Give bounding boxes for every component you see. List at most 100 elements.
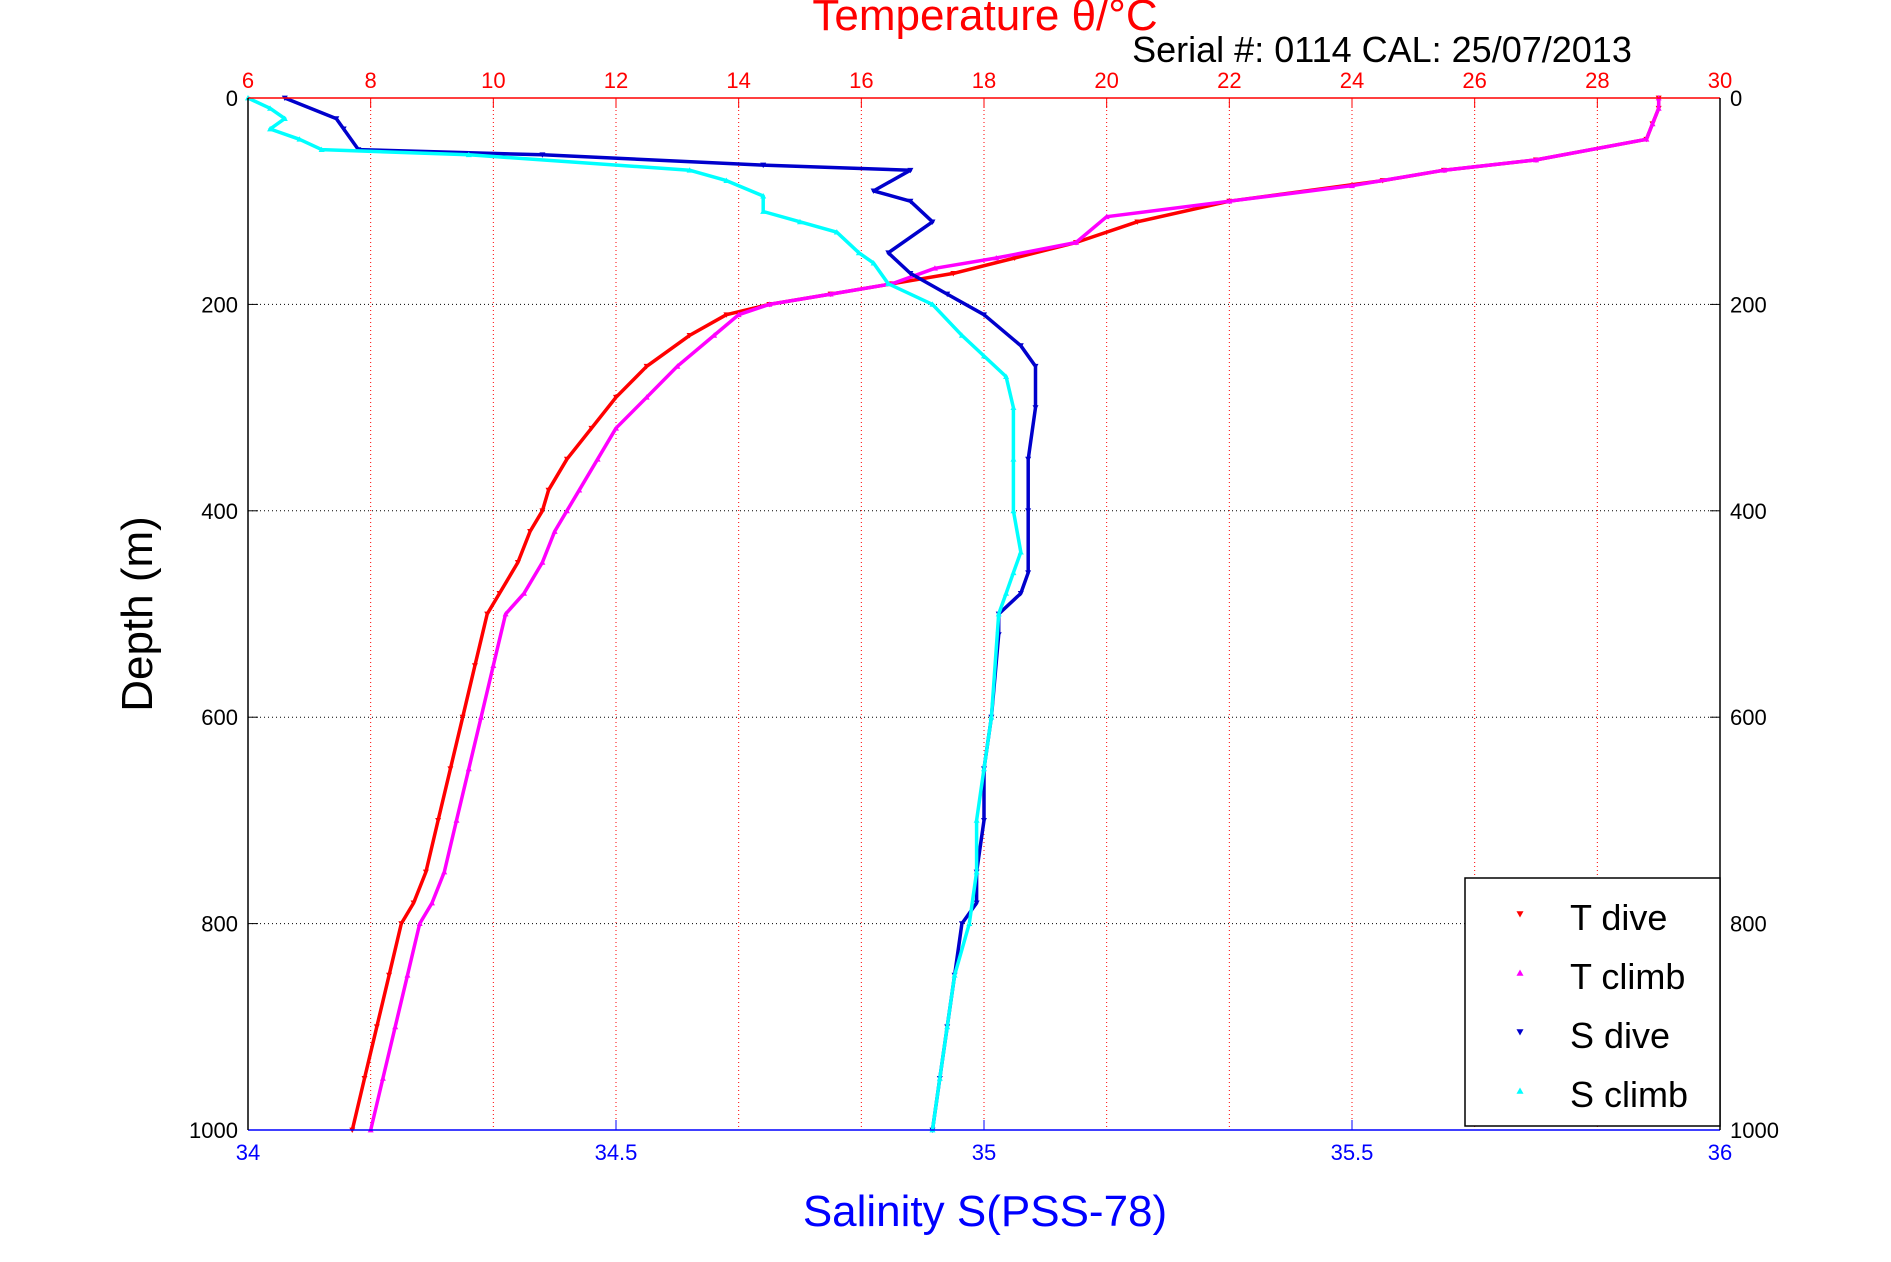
data-point xyxy=(950,271,957,277)
data-point xyxy=(267,105,274,111)
data-point xyxy=(1010,569,1017,576)
data-point xyxy=(929,301,936,307)
x-top-tick-label: 24 xyxy=(1340,68,1364,93)
data-point xyxy=(1011,255,1018,261)
legend-marker xyxy=(1516,1087,1524,1094)
data-point xyxy=(539,508,546,514)
legend-label: S dive xyxy=(1570,1015,1670,1056)
data-point xyxy=(1003,373,1010,380)
x-top-tick-label: 28 xyxy=(1585,68,1609,93)
data-point xyxy=(422,869,429,875)
x-top-tick-label: 18 xyxy=(972,68,996,93)
data-point xyxy=(398,921,405,927)
data-point xyxy=(1010,404,1017,410)
data-point xyxy=(995,611,1002,617)
data-point xyxy=(760,193,767,199)
x-bottom-tick-label: 35 xyxy=(972,1140,996,1165)
data-point xyxy=(340,126,347,132)
legend-label: T dive xyxy=(1570,897,1667,938)
legend-box xyxy=(1464,877,1721,1127)
data-point xyxy=(373,1024,380,1030)
data-point xyxy=(1441,167,1447,173)
data-point xyxy=(973,869,980,875)
data-point xyxy=(1103,213,1110,220)
legend: T dive T climb S dive S climb xyxy=(1464,877,1721,1127)
series-line xyxy=(284,96,1038,1131)
data-point xyxy=(1032,405,1039,411)
data-point xyxy=(711,332,718,338)
data-point xyxy=(514,560,521,566)
data-point xyxy=(447,766,454,772)
data-point xyxy=(936,1075,943,1081)
data-point xyxy=(686,332,693,339)
x-axis-label-bottom: Salinity S(PSS-78) xyxy=(803,1187,1167,1236)
data-point xyxy=(833,229,840,235)
x-top-tick-label: 10 xyxy=(481,68,505,93)
data-point xyxy=(735,311,742,318)
y-tick-label-right: 400 xyxy=(1730,499,1767,524)
x-top-tick-label: 16 xyxy=(849,68,873,93)
y-tick-label-right: 1000 xyxy=(1730,1118,1779,1143)
data-point xyxy=(929,219,936,225)
data-point xyxy=(686,167,693,173)
data-point xyxy=(416,920,423,926)
data-point xyxy=(484,611,491,617)
data-point xyxy=(296,136,303,142)
data-point xyxy=(981,312,987,318)
data-point xyxy=(1649,120,1656,127)
series-t-climb xyxy=(367,95,1662,1133)
data-point xyxy=(907,167,914,174)
y-tick-label-left: 800 xyxy=(201,912,238,937)
series-line xyxy=(247,96,1023,1131)
data-point xyxy=(465,151,472,158)
data-point xyxy=(907,198,914,205)
x-top-tick-label: 8 xyxy=(365,68,377,93)
x-top-tick-label: 14 xyxy=(726,68,750,93)
data-point xyxy=(1533,156,1539,163)
data-point xyxy=(885,250,892,256)
series-line xyxy=(350,98,1661,1131)
y-tick-label-right: 0 xyxy=(1730,86,1742,111)
data-point xyxy=(379,1075,386,1081)
data-point xyxy=(267,125,274,132)
x-top-tick-label: 12 xyxy=(604,68,628,93)
data-point xyxy=(643,363,650,370)
data-point xyxy=(973,900,980,906)
data-point xyxy=(944,1023,951,1030)
data-point xyxy=(993,254,1000,261)
data-point xyxy=(429,899,435,906)
data-point xyxy=(613,394,619,401)
data-point xyxy=(766,301,773,307)
data-point xyxy=(966,920,973,926)
data-point xyxy=(1025,456,1032,463)
data-point xyxy=(981,765,987,772)
data-point xyxy=(471,663,478,669)
y-tick-label-left: 200 xyxy=(201,292,238,317)
data-point xyxy=(1025,508,1032,514)
x-top-tick-label: 6 xyxy=(242,68,254,93)
data-point xyxy=(760,162,767,169)
series-s-dive xyxy=(281,95,1039,1133)
y-tick-label-right: 200 xyxy=(1730,292,1767,317)
x-top-tick-label: 22 xyxy=(1217,68,1241,93)
y-tick-label-right: 600 xyxy=(1730,705,1767,730)
data-point xyxy=(958,921,965,927)
data-point xyxy=(907,271,914,277)
data-point xyxy=(1349,182,1355,189)
x-bottom-tick-label: 34 xyxy=(236,1140,260,1165)
data-point xyxy=(944,291,951,298)
data-point xyxy=(973,817,980,823)
data-point xyxy=(1655,105,1662,111)
data-point xyxy=(527,529,534,535)
data-point xyxy=(981,353,987,359)
data-point xyxy=(563,507,570,514)
data-point xyxy=(1134,219,1141,225)
data-point xyxy=(333,116,340,122)
legend-marker xyxy=(1516,911,1524,918)
data-point xyxy=(827,291,834,297)
x-top-tick-label: 30 xyxy=(1708,68,1732,93)
data-point xyxy=(981,818,987,824)
data-point xyxy=(1017,549,1024,555)
data-point xyxy=(539,559,546,565)
data-point xyxy=(594,456,601,462)
